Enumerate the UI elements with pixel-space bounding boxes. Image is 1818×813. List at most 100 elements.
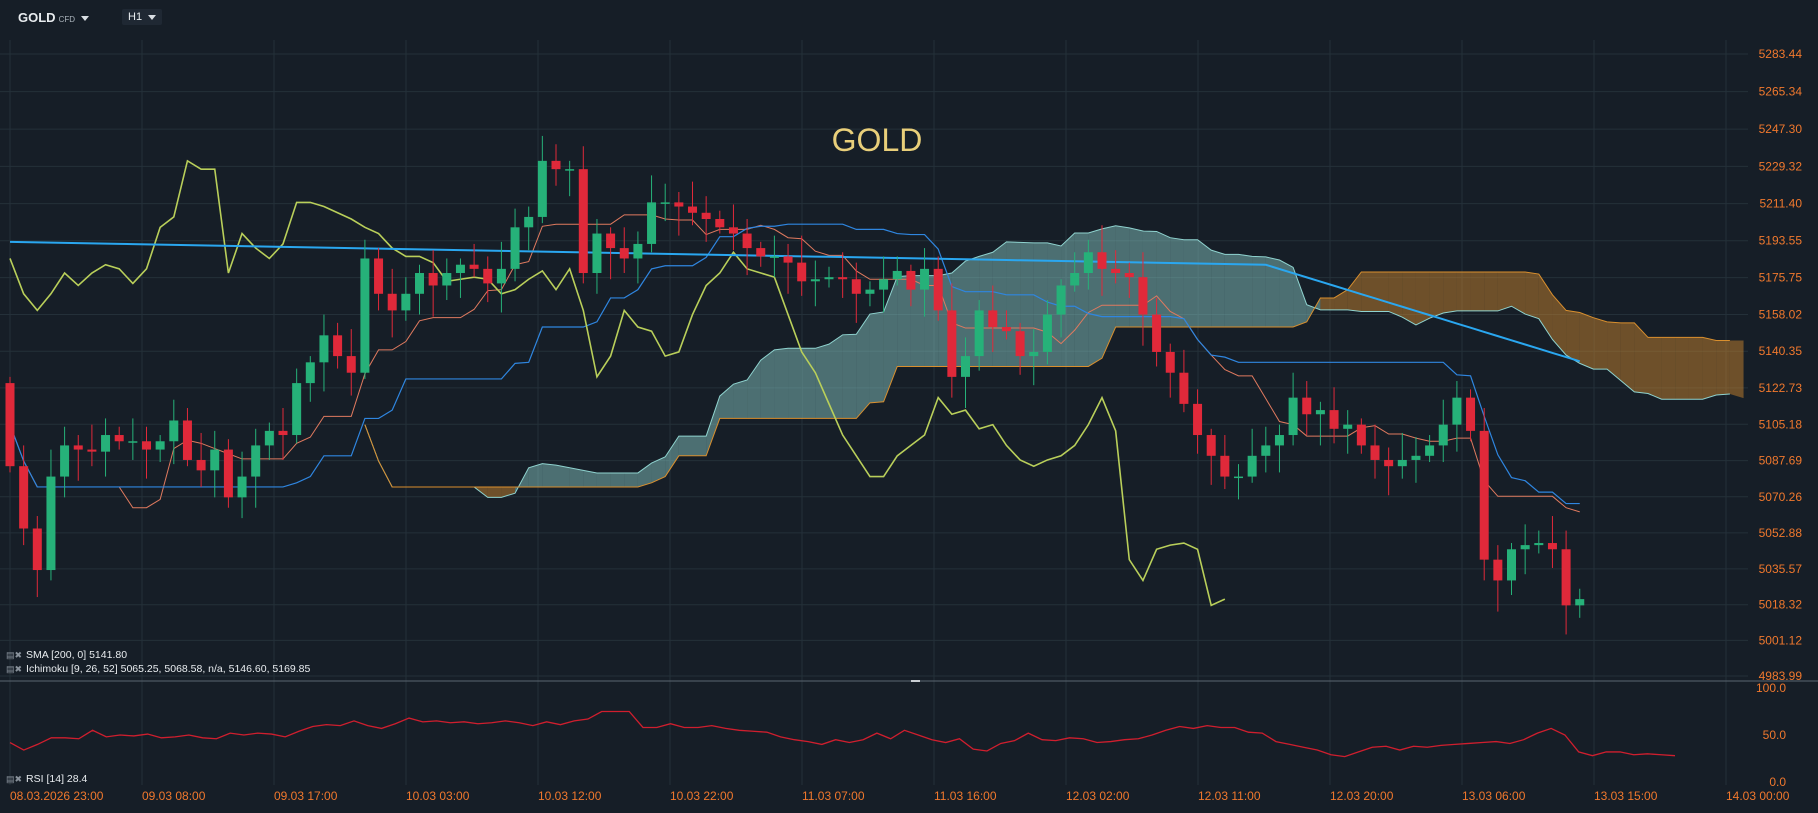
panel-resize-handle [911, 680, 920, 682]
candle [838, 277, 848, 280]
candle [524, 216, 534, 228]
kumo-segment [1279, 260, 1294, 328]
candle [647, 202, 657, 244]
candle [1384, 459, 1394, 467]
candle [674, 202, 684, 207]
kumo-segment [1375, 271, 1389, 312]
candle [1042, 314, 1052, 352]
time-tick-label: 10.03 12:00 [538, 789, 602, 803]
price-tick-label: 4983.99 [1759, 669, 1803, 683]
grid [0, 40, 1748, 785]
price-tick-label: 5087.69 [1759, 454, 1803, 468]
kumo-segment [747, 360, 761, 419]
candle [237, 476, 247, 498]
price-tick-label: 5018.32 [1759, 598, 1803, 612]
price-tick-label: 5122.73 [1759, 381, 1803, 395]
kumo-segment [501, 486, 516, 498]
settings-close-icon[interactable]: ▤✖ [6, 664, 23, 674]
kumo-segment [788, 348, 802, 419]
timeframe-selector[interactable]: H1 [122, 9, 163, 25]
sma-legend[interactable]: ▤✖ SMA [200, 0] 5141.80 [6, 649, 127, 661]
kumo-segment [1429, 271, 1444, 319]
candle [1466, 397, 1476, 431]
chevron-down-icon [148, 14, 157, 20]
candle [251, 445, 261, 477]
candle [142, 441, 151, 450]
candle [1206, 435, 1216, 456]
candle [114, 435, 124, 442]
candle [1315, 410, 1325, 415]
candle [455, 264, 465, 274]
candle [19, 466, 29, 529]
candle [1111, 268, 1121, 274]
candle [496, 268, 506, 284]
candle [1561, 549, 1571, 606]
candle [879, 279, 889, 290]
candle [974, 310, 984, 357]
candle [1261, 445, 1271, 456]
candle [1507, 549, 1516, 581]
candle [892, 270, 902, 280]
symbol-selector[interactable]: GOLD CFD [18, 10, 90, 25]
candle [537, 160, 547, 217]
kumo-segment [1238, 254, 1253, 328]
candle [715, 219, 725, 228]
kumo-segment [1593, 317, 1608, 370]
candle [633, 243, 643, 259]
candle [1247, 455, 1257, 477]
kumo-segment [733, 379, 748, 419]
time-tick-label: 10.03 22:00 [670, 789, 734, 803]
candle [5, 383, 15, 467]
candle [333, 335, 343, 357]
kumo-segment [842, 334, 857, 419]
kumo-segment [1579, 312, 1594, 370]
time-tick-label: 12.03 20:00 [1330, 789, 1394, 803]
kijun-line [9, 223, 1580, 505]
price-tick-label: 5140.35 [1759, 344, 1803, 358]
kumo-segment [1607, 321, 1621, 381]
candle [1015, 331, 1025, 357]
kumo-segment [637, 463, 652, 487]
candle [606, 233, 616, 249]
kumo-segment [910, 275, 925, 367]
candle [1302, 397, 1312, 415]
candle [346, 356, 356, 373]
candle [196, 459, 206, 471]
candle [1411, 455, 1421, 460]
ichimoku-cloud [364, 225, 1744, 498]
kumo-segment [1402, 271, 1416, 325]
kumo-segment [583, 470, 597, 487]
candle [1520, 545, 1530, 550]
kumo-segment [1688, 337, 1703, 400]
price-tick-label: 5283.44 [1759, 47, 1803, 61]
price-tick-label: 5211.40 [1760, 197, 1803, 211]
kumo-segment [1470, 271, 1485, 311]
candle [920, 268, 930, 290]
chikou-line [9, 159, 1226, 607]
kumo-segment [869, 311, 884, 403]
candles [5, 135, 1585, 635]
candle [1179, 372, 1189, 404]
rsi-legend[interactable]: ▤✖ RSI [14] 28.4 [6, 773, 87, 785]
chart-toolbar: GOLD CFD H1 [0, 0, 1818, 36]
candle [46, 476, 56, 571]
kumo-segment [1497, 271, 1512, 311]
senkou-a-line [364, 225, 1730, 498]
candle [1534, 543, 1544, 546]
candle [906, 270, 916, 290]
settings-close-icon[interactable]: ▤✖ [6, 650, 23, 660]
candle [264, 430, 274, 446]
candle [32, 528, 42, 571]
candle [660, 202, 670, 204]
kumo-segment [1511, 271, 1526, 315]
candle [1220, 455, 1230, 477]
price-tick-label: 5001.12 [1759, 633, 1803, 647]
settings-close-icon[interactable]: ▤✖ [6, 774, 23, 784]
candle [1356, 424, 1366, 446]
kumo-segment [1443, 271, 1457, 313]
candle [442, 273, 452, 286]
kumo-segment [569, 467, 584, 487]
kumo-segment [1293, 267, 1307, 328]
ichimoku-legend[interactable]: ▤✖ Ichimoku [9, 26, 52] 5065.25, 5068.58,… [6, 663, 310, 675]
